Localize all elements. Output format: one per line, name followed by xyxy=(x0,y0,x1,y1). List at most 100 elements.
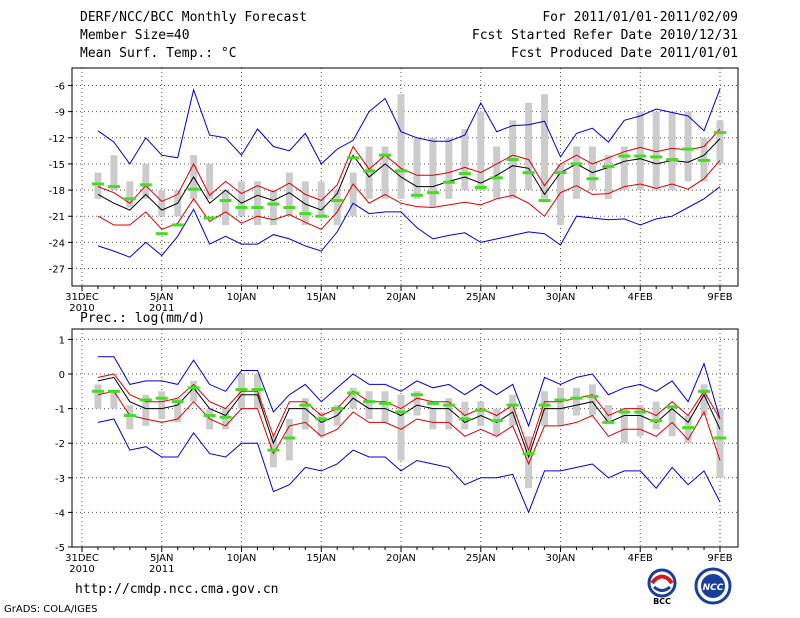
ensemble-box xyxy=(525,102,533,191)
x-tick-label: 20JAN xyxy=(386,292,416,303)
ensemble-box xyxy=(588,146,596,191)
ensemble-box xyxy=(142,394,150,426)
ensemble-box xyxy=(636,111,644,191)
envelope-lower-line xyxy=(97,186,721,258)
envelope-upper-line xyxy=(98,356,721,428)
ensemble-box xyxy=(700,384,708,416)
ensemble-box xyxy=(142,163,150,199)
y-tick-label: -21 xyxy=(49,212,65,223)
ensemble-box xyxy=(285,418,293,461)
ensemble-box xyxy=(636,405,644,437)
x-tick-label: 25JAN xyxy=(466,553,496,564)
chart-title: DERF/NCC/BCC Monthly Forecast xyxy=(80,10,307,25)
top-variable-label: Mean Surf. Temp.: °C xyxy=(80,46,237,61)
x-year-label: 2011 xyxy=(149,564,174,575)
ensemble-box xyxy=(557,387,564,426)
spread-upper-line xyxy=(97,128,721,204)
ensemble-box xyxy=(94,172,102,199)
ensemble-box xyxy=(269,436,277,468)
envelope-lower-line xyxy=(97,418,721,514)
spread-lower-line xyxy=(97,390,721,466)
ensemble-box xyxy=(301,398,309,430)
source-url[interactable]: http://cmdp.ncc.cma.gov.cn xyxy=(75,582,279,597)
x-year-label: 2010 xyxy=(69,303,94,314)
y-tick-label: -12 xyxy=(49,134,65,145)
ensemble-box xyxy=(716,408,724,478)
ensemble-box xyxy=(381,146,389,199)
ensemble-box xyxy=(222,190,230,225)
ensemble-box xyxy=(413,391,421,416)
x-tick-label: 5JAN xyxy=(150,292,173,303)
spread-lower-line xyxy=(97,160,721,230)
y-tick-label: 0 xyxy=(59,370,65,381)
member-size-label: Member Size=40 xyxy=(80,28,190,43)
ensemble-box xyxy=(429,137,437,208)
fcst-produced-date: Fcst Produced Date 2011/01/01 xyxy=(511,46,738,61)
x-year-label: 2010 xyxy=(69,564,94,575)
x-tick-label: 9FEB xyxy=(707,292,732,303)
ensemble-box xyxy=(126,181,134,208)
plot-frame xyxy=(71,67,739,287)
ensemble-box xyxy=(269,190,277,225)
ensemble-box xyxy=(668,111,676,191)
y-tick-label: -15 xyxy=(49,160,65,171)
y-tick-label: -3 xyxy=(55,474,65,485)
ensemble-box xyxy=(620,408,628,444)
x-tick-label: 10JAN xyxy=(227,553,257,564)
ensemble-box xyxy=(445,398,453,430)
y-tick-label: -18 xyxy=(49,186,65,197)
temperature-panel: 31DEC 5JAN 10JAN 15JAN 20JAN 25JAN 30JAN 4FEB 9F… xyxy=(49,67,739,314)
ensemble-mean-line xyxy=(97,376,721,459)
ensemble-box xyxy=(588,384,596,416)
y-tick-label: -24 xyxy=(49,238,65,249)
ensemble-box xyxy=(429,408,437,430)
ensemble-box xyxy=(477,111,485,191)
ensemble-box xyxy=(477,401,485,426)
x-tick-label: 9FEB xyxy=(707,553,732,564)
ensemble-box xyxy=(238,181,245,217)
ensemble-box xyxy=(174,398,182,423)
ensemble-box xyxy=(126,405,134,430)
ensemble-box xyxy=(206,163,214,199)
x-tick-label: 5JAN xyxy=(150,553,173,564)
ensemble-box xyxy=(557,163,564,225)
ensemble-box xyxy=(301,181,309,225)
ensemble-box xyxy=(158,190,166,217)
ensemble-box xyxy=(253,181,261,225)
x-tick-label: 25JAN xyxy=(466,292,496,303)
x-tick-label: 4FEB xyxy=(628,553,653,564)
x-tick-label: 10JAN xyxy=(227,292,257,303)
ensemble-box xyxy=(158,391,166,419)
ensemble-box xyxy=(620,146,628,191)
ensemble-box xyxy=(572,146,580,199)
ensemble-mean-line xyxy=(97,138,721,211)
ensemble-box xyxy=(222,408,230,430)
ensemble-box xyxy=(381,391,389,423)
ensemble-box xyxy=(716,120,724,164)
envelope-upper-line xyxy=(97,88,721,165)
ensemble-box xyxy=(541,94,549,199)
x-tick-label: 30JAN xyxy=(546,292,576,303)
ensemble-box xyxy=(684,415,692,444)
ensemble-box xyxy=(285,172,293,217)
ensemble-box xyxy=(509,394,517,426)
ensemble-box xyxy=(413,137,421,199)
ensemble-box xyxy=(190,380,198,402)
ncc-logo: NCC xyxy=(690,566,736,610)
y-tick-label: -5 xyxy=(55,543,65,554)
y-tick-label: -27 xyxy=(49,265,65,276)
ensemble-box xyxy=(333,190,341,225)
ensemble-box xyxy=(684,111,692,182)
y-tick-label: -2 xyxy=(55,439,65,450)
precip-variable-label: Prec.: log(mm/d) xyxy=(80,311,205,326)
x-tick-label: 15JAN xyxy=(306,553,336,564)
grads-credit: GrADS: COLA/IGES xyxy=(4,604,98,615)
x-tick-label: 31DEC xyxy=(65,292,99,303)
y-tick-label: -1 xyxy=(55,405,65,416)
fcst-started-date: Fcst Started Refer Date 2010/12/31 xyxy=(471,28,738,43)
ensemble-box xyxy=(445,137,453,199)
y-tick-label: 1 xyxy=(59,335,65,346)
ensemble-box xyxy=(110,155,118,191)
ensemble-box xyxy=(365,391,373,419)
